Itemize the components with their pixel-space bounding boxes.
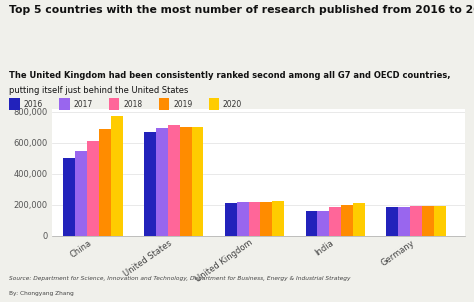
Bar	[341, 205, 353, 236]
Text: 2017: 2017	[73, 100, 93, 109]
Text: 2019: 2019	[173, 100, 192, 109]
Bar	[156, 128, 168, 236]
Bar	[273, 201, 284, 236]
Text: putting itself just behind the United States: putting itself just behind the United St…	[9, 86, 189, 95]
Bar	[248, 201, 260, 236]
Bar	[434, 206, 446, 236]
Bar	[144, 132, 156, 236]
Bar	[63, 158, 75, 236]
Bar	[168, 125, 180, 236]
Text: 2016: 2016	[24, 100, 43, 109]
Bar	[87, 141, 99, 236]
Bar	[398, 207, 410, 236]
Bar	[329, 207, 341, 236]
Bar	[180, 127, 191, 236]
Text: By: Chongyang Zhang: By: Chongyang Zhang	[9, 291, 74, 297]
Bar	[410, 206, 422, 236]
Bar	[260, 202, 273, 236]
Bar	[225, 203, 237, 236]
Bar	[99, 129, 111, 236]
Bar	[353, 203, 365, 236]
Text: The United Kingdom had been consistently ranked second among all G7 and OECD cou: The United Kingdom had been consistently…	[9, 71, 451, 80]
Text: 2018: 2018	[123, 100, 142, 109]
Text: Source: Department for Science, Innovation and Technology, Department for Busine: Source: Department for Science, Innovati…	[9, 276, 351, 281]
Bar	[111, 117, 123, 236]
Bar	[306, 211, 318, 236]
Bar	[386, 207, 398, 236]
Bar	[191, 127, 203, 236]
Bar	[75, 151, 87, 236]
Bar	[237, 202, 248, 236]
Text: 2020: 2020	[223, 100, 242, 109]
Text: Top 5 countries with the most number of research published from 2016 to 2020: Top 5 countries with the most number of …	[9, 5, 474, 14]
Bar	[422, 206, 434, 236]
Bar	[318, 211, 329, 236]
